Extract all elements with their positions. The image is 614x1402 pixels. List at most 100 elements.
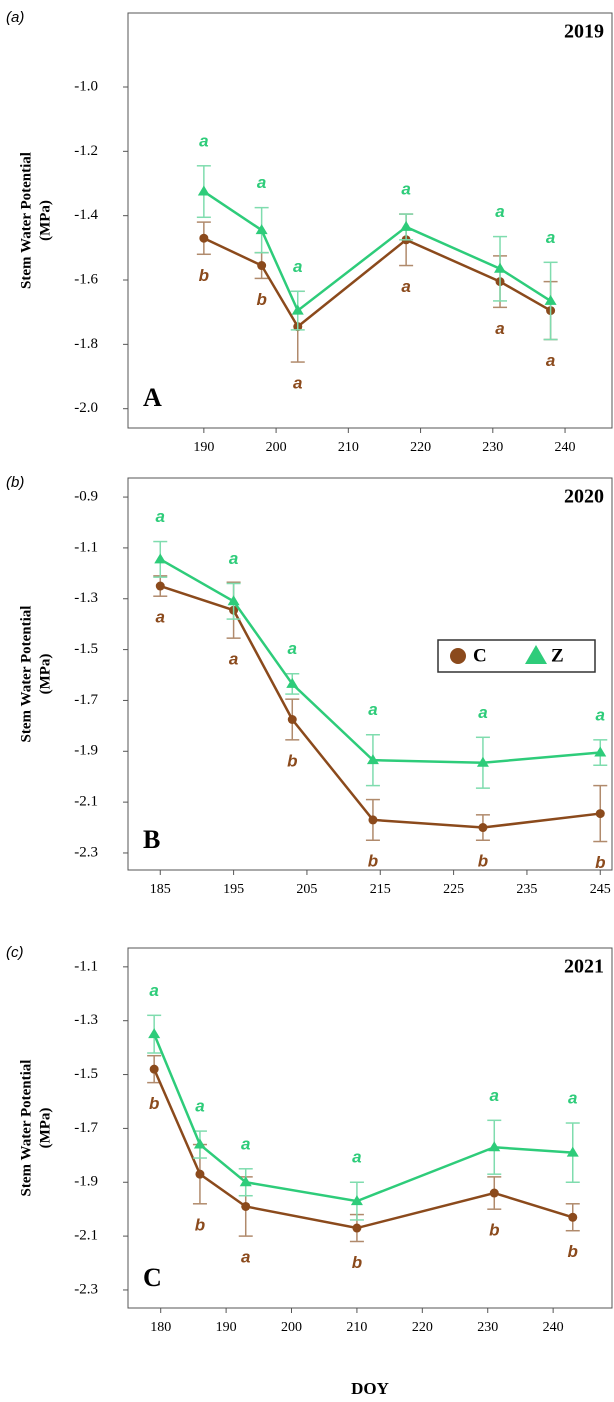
significance-letter: a	[293, 374, 302, 393]
panel-tag: C	[143, 1263, 162, 1292]
y-axis-label: Stem Water Potential	[18, 152, 34, 289]
significance-letter: b	[199, 266, 209, 285]
point	[155, 581, 165, 591]
x-tick-label: 230	[477, 1320, 498, 1335]
y-axis-label: Stem Water Potential	[18, 1060, 34, 1197]
x-tick-label: 240	[555, 440, 576, 455]
significance-letter: b	[352, 1253, 362, 1272]
x-tick-label: 210	[346, 1320, 367, 1335]
point	[476, 756, 489, 767]
x-tick-label: 185	[150, 882, 171, 897]
point	[149, 1064, 159, 1074]
y-tick-label: -1.2	[74, 143, 98, 159]
x-tick-label: 180	[150, 1320, 171, 1335]
point	[241, 1201, 251, 1211]
y-axis-label: Stem Water Potential	[18, 606, 34, 743]
significance-letter: a	[229, 650, 238, 669]
x-tick-label: 240	[543, 1320, 564, 1335]
x-tick-label: 190	[193, 440, 214, 455]
significance-letter: a	[156, 507, 165, 526]
significance-letter: a	[241, 1134, 250, 1153]
significance-letter: a	[293, 257, 302, 276]
legend-label: Z	[551, 645, 564, 666]
significance-letter: a	[288, 639, 297, 658]
significance-letter: b	[478, 852, 488, 871]
point	[239, 1176, 252, 1187]
y-tick-label: -2.1	[74, 1228, 98, 1244]
y-tick-label: -2.0	[74, 400, 98, 416]
y-tick-label: -1.9	[74, 743, 98, 759]
point	[566, 1146, 579, 1157]
point	[368, 815, 378, 825]
series-line	[159, 558, 601, 764]
point	[227, 595, 240, 606]
point	[286, 677, 299, 688]
point	[366, 754, 379, 765]
significance-letter: b	[149, 1094, 159, 1113]
point	[287, 715, 297, 725]
significance-letter: b	[256, 290, 266, 309]
x-tick-label: 220	[410, 440, 431, 455]
point	[594, 746, 607, 757]
year-label: 2020	[564, 486, 604, 508]
significance-letter: a	[495, 202, 504, 221]
y-tick-label: -1.5	[74, 1066, 98, 1082]
significance-letter: a	[401, 277, 410, 296]
x-tick-label: 200	[281, 1320, 302, 1335]
point	[595, 809, 605, 819]
year-label: 2019	[564, 21, 604, 43]
significance-letter: a	[368, 700, 377, 719]
point	[494, 262, 507, 273]
significance-letter: a	[478, 703, 487, 722]
point	[148, 1028, 161, 1039]
x-axis-label: DOY	[351, 1379, 389, 1398]
y-tick-label: -0.9	[74, 489, 98, 505]
series-line	[153, 1068, 574, 1230]
y-tick-label: -2.3	[74, 844, 98, 860]
point	[195, 1169, 205, 1179]
significance-letter: a	[546, 228, 555, 247]
y-tick-label: -1.3	[74, 590, 98, 606]
legend-marker	[525, 645, 547, 664]
point	[400, 220, 413, 231]
x-tick-label: 200	[266, 440, 287, 455]
panel-label: (a)	[6, 9, 24, 26]
significance-letter: a	[156, 608, 165, 627]
significance-letter: a	[546, 351, 555, 370]
significance-letter: b	[568, 1242, 578, 1261]
plot-frame	[127, 477, 613, 871]
y-tick-label: -1.7	[74, 1120, 98, 1136]
point	[199, 233, 209, 243]
y-axis-label: (MPa)	[37, 654, 53, 695]
x-tick-label: 225	[443, 882, 464, 897]
y-tick-label: -1.1	[74, 958, 98, 974]
significance-letter: a	[195, 1097, 204, 1116]
point	[478, 823, 488, 833]
point	[197, 185, 210, 196]
y-tick-label: -2.1	[74, 794, 98, 810]
point	[193, 1138, 206, 1149]
significance-letter: a	[149, 981, 158, 1000]
y-tick-label: -1.8	[74, 336, 98, 352]
significance-letter: b	[287, 751, 297, 770]
x-tick-label: 230	[482, 440, 503, 455]
y-tick-label: -2.3	[74, 1281, 98, 1297]
y-tick-label: -1.7	[74, 692, 98, 708]
x-tick-label: 215	[370, 882, 391, 897]
panel-label: (b)	[6, 474, 24, 491]
significance-letter: b	[595, 853, 605, 872]
point	[255, 224, 268, 235]
significance-letter: a	[490, 1086, 499, 1105]
y-tick-label: -1.6	[74, 271, 98, 287]
point	[568, 1212, 578, 1222]
significance-letter: a	[352, 1148, 361, 1167]
significance-letter: a	[199, 131, 208, 150]
panel-label: (c)	[6, 944, 24, 961]
plot-frame	[127, 12, 613, 429]
point	[544, 294, 557, 305]
significance-letter: a	[257, 173, 266, 192]
panel-tag: A	[143, 383, 162, 412]
series-line	[203, 190, 552, 313]
x-tick-label: 210	[338, 440, 359, 455]
